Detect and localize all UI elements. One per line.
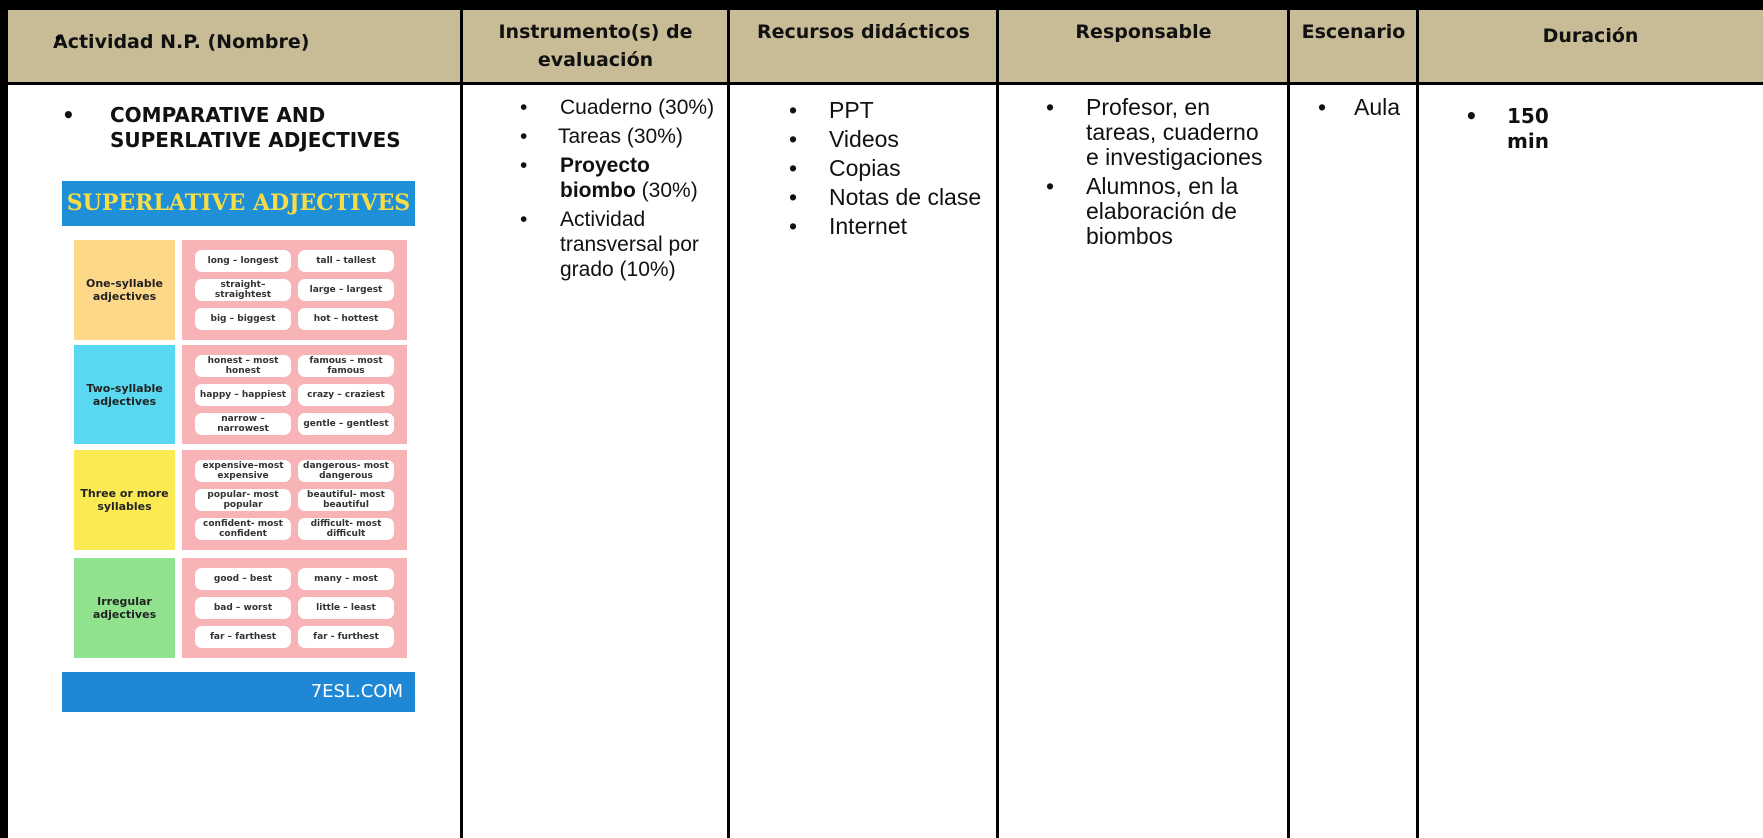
table-cell: 150 min xyxy=(1465,104,1555,158)
word-pair: dangerous- most dangerous xyxy=(298,460,394,482)
border-line xyxy=(727,0,730,838)
table-cell: Aula xyxy=(1318,95,1418,124)
item-text: Notas de clase xyxy=(829,184,982,210)
word-pair: difficult- most difficult xyxy=(298,518,394,540)
word-pair: large – largest xyxy=(298,279,394,301)
column-header: Duración xyxy=(1418,10,1763,84)
item-text: Aula xyxy=(1354,94,1401,120)
word-pair: tall – tallest xyxy=(298,250,394,272)
word-pair: crazy – craziest xyxy=(298,384,394,406)
header-text: Instrumento(s) de evaluación xyxy=(498,21,693,71)
border-line xyxy=(996,0,999,838)
column-header: Escenario xyxy=(1289,10,1418,84)
word-pair: famous – most famous xyxy=(298,355,394,377)
word-pair: far - furthest xyxy=(298,626,394,648)
list-item: 150 min xyxy=(1465,104,1555,154)
bold-text: Proyecto biombo xyxy=(560,154,650,202)
list-item: COMPARATIVE AND SUPERLATIVE ADJECTIVES xyxy=(62,103,422,153)
word-pair: gentle – gentlest xyxy=(298,413,394,435)
table-cell: Cuaderno (30%) Tareas (30%) Proyecto biomb… xyxy=(520,95,720,286)
header-bullet: • xyxy=(55,28,62,48)
border-line xyxy=(460,0,463,838)
list-item: Profesor, en tareas, cuaderno e investig… xyxy=(1046,95,1276,170)
border-line xyxy=(0,82,1763,85)
word-pair: straight– straightest xyxy=(195,279,291,301)
group-label: Two-syllable adjectives xyxy=(74,345,175,444)
list-item: Notas de clase xyxy=(789,184,999,211)
item-text: (30%) xyxy=(641,179,698,202)
word-pair: good – best xyxy=(195,568,291,590)
item-text: COMPARATIVE AND SUPERLATIVE ADJECTIVES xyxy=(110,103,401,152)
column-header: Actividad N.P. (Nombre) xyxy=(8,10,462,84)
item-text: Tareas (30%) xyxy=(558,125,683,148)
group-label: Three or more syllables xyxy=(74,450,175,550)
word-pair: narrow – narrowest xyxy=(195,413,291,435)
item-text: Alumnos, en la elaboración de biombos xyxy=(1086,173,1239,249)
header-text: Responsable xyxy=(1075,21,1212,43)
item-text: Cuaderno (30%) xyxy=(560,96,715,119)
word-pair: big – biggest xyxy=(195,308,291,330)
list-item: Tareas (30%) xyxy=(520,124,720,149)
header-text: Duración xyxy=(1542,25,1639,47)
list-item: Cuaderno (30%) xyxy=(520,95,720,120)
item-text: Actividad transversal por grado (10%) xyxy=(560,208,699,281)
word-pair: little – least xyxy=(298,597,394,619)
table-cell: Profesor, en tareas, cuaderno e investig… xyxy=(1046,95,1276,253)
header-text: Recursos didácticos xyxy=(757,21,970,43)
infographic-footer: 7ESL.COM xyxy=(62,672,415,712)
group-label: Irregular adjectives xyxy=(74,558,175,658)
item-text: PPT xyxy=(829,97,874,123)
border-line xyxy=(1287,0,1290,838)
group-pairs: long – longest tall – tallest straight– st… xyxy=(182,240,407,340)
word-pair: many – most xyxy=(298,568,394,590)
word-pair: long – longest xyxy=(195,250,291,272)
table-cell: PPT Videos Copias Notas de clase Internet xyxy=(789,98,999,243)
word-pair: beautiful- most beautiful xyxy=(298,489,394,511)
group-pairs: good – best many – most bad – worst little … xyxy=(182,558,407,658)
column-header: Responsable xyxy=(998,10,1289,84)
column-header: Instrumento(s) de evaluación xyxy=(462,10,729,84)
word-pair: bad – worst xyxy=(195,597,291,619)
word-pair: expensive–most expensive xyxy=(195,460,291,482)
border-line xyxy=(1416,0,1419,838)
header-text: Escenario xyxy=(1301,21,1406,43)
infographic-title: SUPERLATIVE ADJECTIVES xyxy=(62,181,415,226)
header-text: Actividad N.P. (Nombre) xyxy=(53,31,310,53)
list-item: Copias xyxy=(789,155,999,182)
item-text: Profesor, en tareas, cuaderno e investig… xyxy=(1086,94,1263,170)
border-line xyxy=(0,0,8,838)
item-text: Internet xyxy=(829,213,907,239)
word-pair: honest – most honest xyxy=(195,355,291,377)
word-pair: hot – hottest xyxy=(298,308,394,330)
item-text: 150 min xyxy=(1507,104,1549,153)
group-pairs: honest – most honest famous – most famous… xyxy=(182,345,407,444)
list-item: Alumnos, en la elaboración de biombos xyxy=(1046,174,1276,249)
word-pair: happy – happiest xyxy=(195,384,291,406)
border-line xyxy=(0,0,1763,10)
word-pair: popular- most popular xyxy=(195,489,291,511)
list-item: Proyecto biombo (30%) xyxy=(520,153,720,203)
list-item: Internet xyxy=(789,213,999,240)
group-label: One-syllable adjectives xyxy=(74,240,175,340)
item-text: Copias xyxy=(829,155,901,181)
word-pair: confident- most confident xyxy=(195,518,291,540)
infographic: SUPERLATIVE ADJECTIVES 7ESL.COM One-syll… xyxy=(62,181,415,712)
list-item: Actividad transversal por grado (10%) xyxy=(520,207,720,282)
item-text: Videos xyxy=(829,126,899,152)
group-pairs: expensive–most expensive dangerous- most … xyxy=(182,450,407,550)
list-item: Videos xyxy=(789,126,999,153)
table-cell: COMPARATIVE AND SUPERLATIVE ADJECTIVES xyxy=(62,103,422,157)
list-item: PPT xyxy=(789,97,999,124)
list-item: Aula xyxy=(1318,94,1418,121)
word-pair: far – farthest xyxy=(195,626,291,648)
column-header: Recursos didácticos xyxy=(729,10,998,84)
